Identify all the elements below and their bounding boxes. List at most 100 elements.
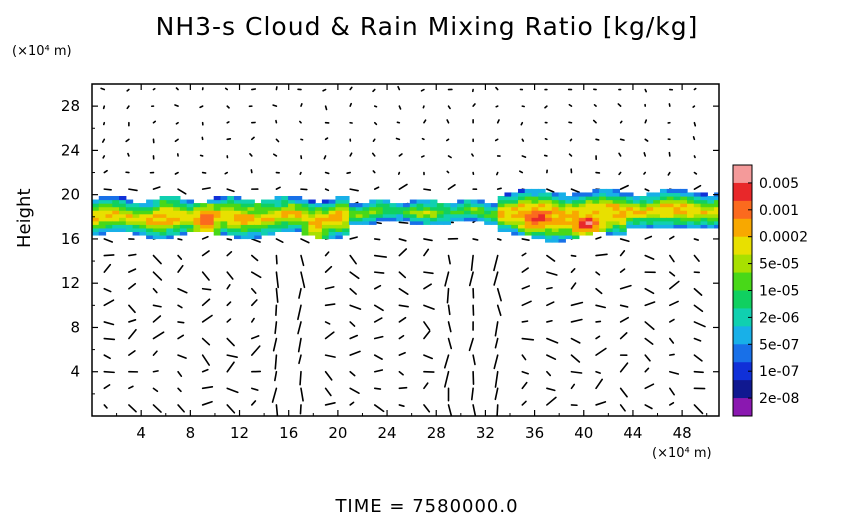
x-tick-label: 20	[328, 424, 347, 442]
mixing-ratio-cell	[416, 213, 424, 218]
mixing-ratio-cell	[240, 231, 249, 236]
wind-vector	[619, 138, 625, 141]
mixing-ratio-cell	[342, 224, 350, 229]
mixing-ratio-cell	[700, 220, 708, 225]
wind-vector	[152, 271, 163, 281]
mixing-ratio-cell	[233, 227, 242, 233]
wind-vector	[398, 183, 408, 190]
mixing-ratio-cell	[240, 220, 249, 225]
x-axis-unit: (×10⁴ m)	[652, 446, 712, 461]
wind-vector	[322, 88, 327, 92]
wind-vector	[102, 155, 106, 159]
mixing-ratio-cell	[659, 224, 668, 229]
mixing-ratio-cell	[545, 238, 553, 243]
mixing-ratio-cell	[673, 206, 681, 211]
wind-vector	[349, 334, 359, 340]
colorbar-label: 2e-08	[759, 391, 799, 407]
mixing-ratio-cell	[538, 192, 546, 197]
mixing-ratio-cell	[173, 231, 181, 236]
mixing-ratio-cell	[524, 217, 533, 222]
mixing-ratio-cell	[659, 217, 668, 222]
mixing-ratio-cell	[186, 213, 195, 218]
mixing-ratio-cell	[132, 210, 140, 215]
wind-vector	[373, 304, 384, 312]
mixing-ratio-cell	[152, 234, 161, 240]
wind-vector	[496, 171, 499, 176]
mixing-ratio-cell	[375, 213, 384, 218]
x-tick-label: 44	[623, 424, 642, 442]
mixing-ratio-cell	[159, 213, 167, 218]
mixing-ratio-cell	[565, 206, 573, 211]
mixing-ratio-cell	[409, 220, 418, 225]
wind-vector	[177, 188, 187, 195]
mixing-ratio-cell	[612, 227, 621, 233]
wind-vector	[272, 153, 278, 157]
wind-vector	[570, 318, 583, 323]
mixing-ratio-cell	[328, 220, 337, 225]
mixing-ratio-cell	[517, 231, 526, 236]
mixing-ratio-cell	[524, 195, 533, 201]
mixing-ratio-cell	[254, 210, 262, 215]
mixing-ratio-cell	[213, 210, 222, 215]
mixing-ratio-cell	[659, 203, 668, 208]
mixing-ratio-cell	[511, 210, 519, 215]
mixing-ratio-cell	[254, 213, 262, 218]
mixing-ratio-cell	[653, 210, 661, 215]
wind-vector	[297, 321, 302, 335]
mixing-ratio-cell	[132, 203, 140, 208]
mixing-ratio-cell	[105, 227, 113, 233]
mixing-ratio-cell	[430, 217, 438, 222]
wind-vector	[595, 236, 602, 240]
wind-vector	[251, 136, 255, 141]
mixing-ratio-cell	[112, 227, 120, 233]
wind-vector	[251, 299, 258, 307]
mixing-ratio-cell	[436, 217, 445, 222]
mixing-ratio-cell	[247, 217, 255, 222]
mixing-ratio-cell	[693, 213, 702, 218]
mixing-ratio-cell	[619, 210, 627, 215]
mixing-ratio-cell	[504, 199, 512, 204]
wind-vector	[177, 354, 187, 359]
mixing-ratio-cell	[288, 220, 296, 225]
mixing-ratio-cell	[484, 203, 492, 208]
mixing-ratio-cell	[335, 203, 343, 208]
wind-vector	[496, 304, 502, 317]
mixing-ratio-cell	[693, 199, 702, 204]
mixing-ratio-cell	[605, 199, 614, 204]
wind-vector	[226, 354, 238, 358]
mixing-ratio-cell	[254, 224, 262, 229]
mixing-ratio-cell	[335, 231, 343, 236]
mixing-ratio-cell	[227, 195, 235, 201]
wind-vector	[496, 238, 502, 241]
mixing-ratio-cell	[632, 195, 641, 201]
mixing-ratio-cell	[673, 217, 681, 222]
wind-vector	[398, 153, 403, 157]
mixing-ratio-cell	[416, 199, 424, 204]
wind-vector	[103, 321, 115, 326]
mixing-ratio-cell	[308, 203, 316, 208]
mixing-ratio-cell	[159, 220, 167, 225]
wind-vector	[644, 321, 655, 331]
mixing-ratio-cell	[463, 213, 472, 218]
mixing-ratio-cell	[213, 199, 222, 204]
wind-vector	[544, 137, 548, 141]
mixing-ratio-cell	[254, 227, 262, 233]
mixing-ratio-cell	[254, 234, 262, 240]
wind-vector	[349, 350, 361, 356]
mixing-ratio-cell	[558, 206, 566, 211]
mixing-ratio-cell	[321, 234, 330, 240]
mixing-ratio-cell	[511, 199, 519, 204]
mixing-ratio-cell	[409, 206, 418, 211]
mixing-ratio-cell	[186, 206, 195, 211]
mixing-ratio-cell	[517, 206, 526, 211]
mixing-ratio-cell	[362, 220, 370, 225]
mixing-ratio-cell	[578, 206, 587, 211]
wind-vector	[546, 337, 559, 344]
mixing-ratio-cell	[687, 203, 695, 208]
mixing-ratio-cell	[139, 231, 147, 236]
wind-vector	[152, 350, 158, 356]
mixing-ratio-cell	[545, 217, 553, 222]
mixing-ratio-cell	[315, 227, 323, 233]
mixing-ratio-cell	[673, 210, 681, 215]
mixing-ratio-cell	[159, 199, 167, 204]
